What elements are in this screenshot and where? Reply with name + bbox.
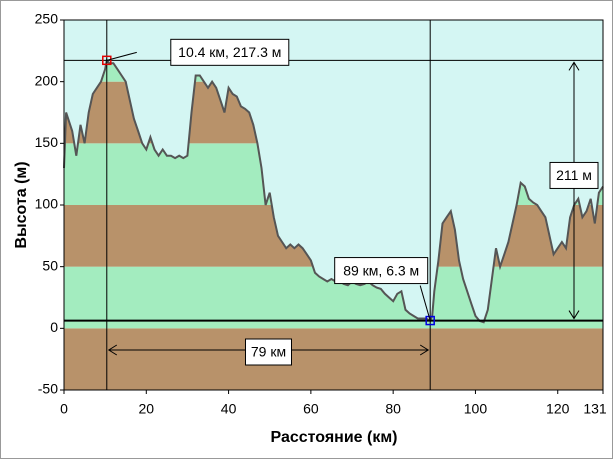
y-tick-label: 100 (35, 196, 59, 212)
callout-line (106, 51, 137, 61)
x-tick-label: 80 (385, 401, 401, 417)
arrow-head (107, 344, 430, 356)
y-tick-label: 50 (42, 257, 58, 273)
y-tick-label: 250 (35, 11, 59, 27)
marker-label-box (334, 257, 429, 285)
sky (64, 20, 603, 323)
y-tick-label: 0 (50, 319, 58, 335)
measure-label: 79 км (251, 344, 286, 360)
band (64, 328, 603, 390)
x-tick-label: 60 (303, 401, 319, 417)
x-tick-label: 0 (60, 401, 68, 417)
marker (102, 55, 112, 66)
callout-line (419, 285, 431, 321)
profile-line (63, 58, 604, 324)
marker-label: 10.4 км, 217.3 м (178, 44, 281, 60)
marker-label: 89 км, 6.3 м (343, 262, 419, 278)
measure-label: 211 м (556, 167, 592, 183)
x-tick-label: 131 (583, 401, 607, 417)
measure-label-box (244, 338, 292, 366)
x-axis-title: Расстояние (км) (270, 429, 397, 446)
y-tick-label: 200 (35, 72, 59, 88)
marker (425, 315, 435, 326)
marker-label-box (170, 38, 290, 66)
x-tick-label: 20 (139, 401, 155, 417)
y-tick-label: 150 (35, 134, 59, 150)
arrow-head (568, 61, 580, 320)
y-axis-title: Высота (м) (13, 161, 30, 248)
y-tick-label: -50 (38, 381, 58, 397)
x-tick-label: 40 (221, 401, 237, 417)
x-tick-label: 100 (464, 401, 488, 417)
measure-label-box (549, 161, 599, 189)
x-tick-label: 120 (546, 401, 570, 417)
